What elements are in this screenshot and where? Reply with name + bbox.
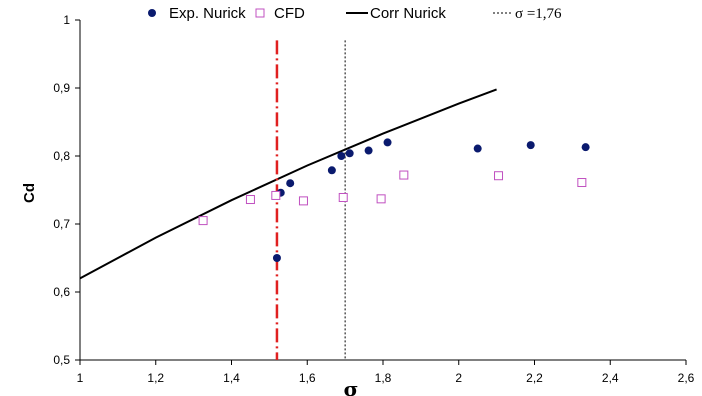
cfd-point xyxy=(577,178,587,188)
x-tick-label: 1,2 xyxy=(147,371,164,385)
cfd-point xyxy=(338,192,348,202)
x-tick-label: 2 xyxy=(455,371,462,385)
axis-labels: Cd σ xyxy=(21,183,358,396)
x-tick-label: 1 xyxy=(77,371,84,385)
y-tick-label: 0,9 xyxy=(53,81,70,95)
exp-nurick-point xyxy=(473,144,482,153)
x-tick-label: 2,2 xyxy=(526,371,543,385)
legend: Exp. Nurick CFD Corr Nurick σ =1,76 xyxy=(148,5,562,22)
cfd-point xyxy=(399,170,409,180)
legend-cfd-marker xyxy=(255,8,265,18)
y-tick-label: 0,6 xyxy=(53,285,70,299)
x-tick-label: 1,8 xyxy=(375,371,392,385)
legend-sigma-label: σ =1,76 xyxy=(515,6,562,22)
plot-area xyxy=(79,40,590,360)
x-tick-label: 1,6 xyxy=(299,371,316,385)
exp-nurick-point xyxy=(526,141,535,150)
y-tick-label: 0,5 xyxy=(53,353,70,367)
x-tick-label: 2,4 xyxy=(602,371,619,385)
cfd-point xyxy=(271,190,281,200)
axes: 0,5 0,6 0,7 0,8 0,9 1 1 1,2 1,4 1,6 1,8 2 2,2 2,4 2,6 xyxy=(53,13,694,385)
y-tick-label: 0,8 xyxy=(53,149,70,163)
corr-nurick-line xyxy=(79,88,497,280)
exp-nurick-point xyxy=(364,146,373,155)
cfd-point xyxy=(494,171,504,181)
y-tick-label: 0,7 xyxy=(53,217,70,231)
exp-nurick-point xyxy=(337,152,346,160)
exp-nurick-point xyxy=(383,138,392,147)
exp-nurick-point xyxy=(272,254,281,262)
x-tick-label: 2,6 xyxy=(678,371,695,385)
cfd-point xyxy=(198,216,208,226)
y-axis-label: Cd xyxy=(21,183,38,203)
legend-exp-nurick-label: Exp. Nurick xyxy=(169,5,246,22)
legend-cfd-label: CFD xyxy=(274,5,305,22)
cfd-point xyxy=(376,194,386,204)
exp-nurick-point xyxy=(345,149,354,158)
y-tick-label: 1 xyxy=(63,13,70,27)
legend-exp-nurick-marker xyxy=(148,9,156,17)
exp-nurick-point xyxy=(327,166,336,175)
cfd-point xyxy=(298,196,308,206)
exp-nurick-point xyxy=(286,179,295,188)
cfd-point xyxy=(245,195,255,205)
x-axis-label: σ xyxy=(344,377,359,396)
exp-nurick-point xyxy=(581,143,590,152)
legend-corr-nurick-label: Corr Nurick xyxy=(370,5,446,22)
x-tick-label: 1,4 xyxy=(223,371,240,385)
